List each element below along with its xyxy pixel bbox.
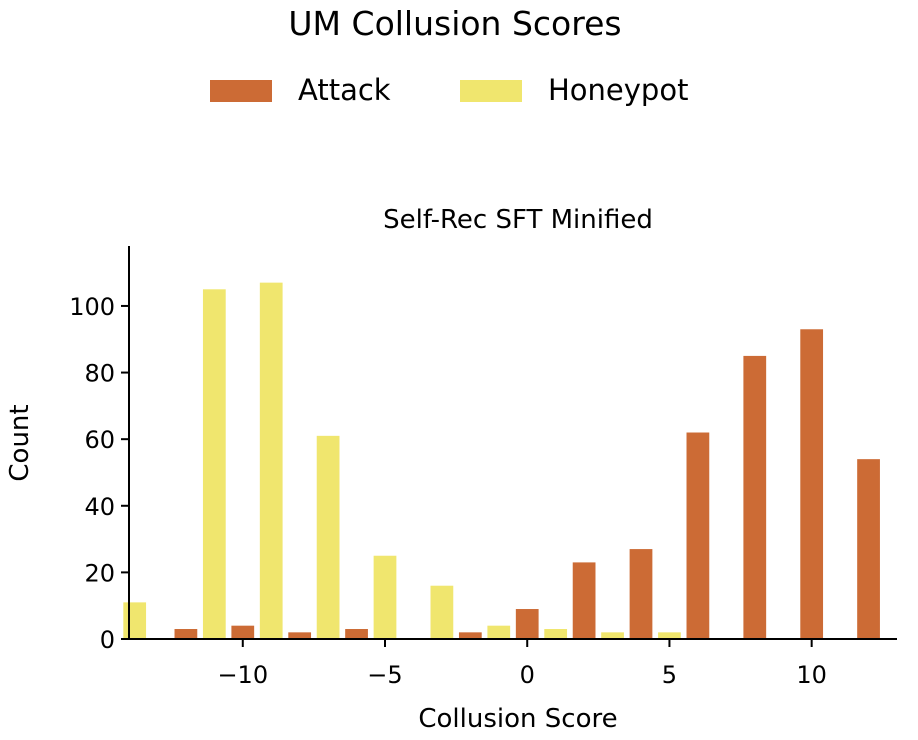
bar-honeypot-4 — [373, 555, 397, 639]
legend: Attack Honeypot — [0, 70, 918, 114]
bar-honeypot-1 — [202, 289, 226, 639]
bar-honeypot-5 — [430, 585, 454, 639]
bar-attack-8 — [572, 562, 596, 639]
x-tick-label: 0 — [520, 661, 535, 689]
legend-swatch-attack — [210, 80, 272, 102]
y-ticks: 0 20 40 60 80 100 — [69, 293, 129, 654]
bars-group — [123, 282, 880, 639]
bar-attack-2 — [231, 625, 255, 639]
x-tick-label: −5 — [367, 661, 402, 689]
bar-attack-11 — [743, 355, 767, 639]
bar-attack-3 — [288, 632, 312, 639]
x-tick-label: −10 — [217, 661, 268, 689]
bar-honeypot-8 — [601, 632, 624, 639]
bar-honeypot-0 — [123, 602, 147, 639]
bar-honeypot-9 — [658, 632, 681, 639]
bar-attack-10 — [686, 432, 710, 639]
y-tick-label: 40 — [84, 493, 115, 521]
x-ticks: −10 −5 0 5 10 — [217, 639, 827, 689]
bar-attack-9 — [629, 549, 653, 639]
bar-attack-6 — [458, 632, 482, 639]
x-tick-label: 10 — [796, 661, 827, 689]
legend-label-honeypot: Honeypot — [548, 73, 689, 107]
bar-attack-1 — [174, 629, 198, 639]
y-axis-title: Count — [5, 404, 35, 481]
bar-attack-13 — [857, 459, 880, 639]
bar-honeypot-2 — [259, 282, 283, 639]
y-tick-label: 100 — [69, 293, 115, 321]
bar-honeypot-6 — [487, 625, 511, 639]
y-tick-label: 20 — [84, 559, 115, 587]
legend-label-attack: Attack — [298, 73, 391, 107]
figure-title: UM Collusion Scores — [288, 4, 622, 43]
x-axis-title: Collusion Score — [418, 704, 617, 734]
bar-attack-4 — [345, 629, 368, 639]
bar-honeypot-3 — [316, 435, 340, 639]
x-tick-label: 5 — [662, 661, 677, 689]
bar-attack-12 — [800, 329, 824, 639]
legend-swatch-honeypot — [460, 80, 522, 102]
subplot-title: Self-Rec SFT Minified — [383, 205, 653, 235]
bar-honeypot-7 — [544, 629, 568, 639]
y-tick-label: 80 — [84, 360, 115, 388]
y-tick-label: 0 — [100, 626, 115, 654]
y-tick-label: 60 — [84, 426, 115, 454]
bar-attack-7 — [515, 609, 539, 639]
